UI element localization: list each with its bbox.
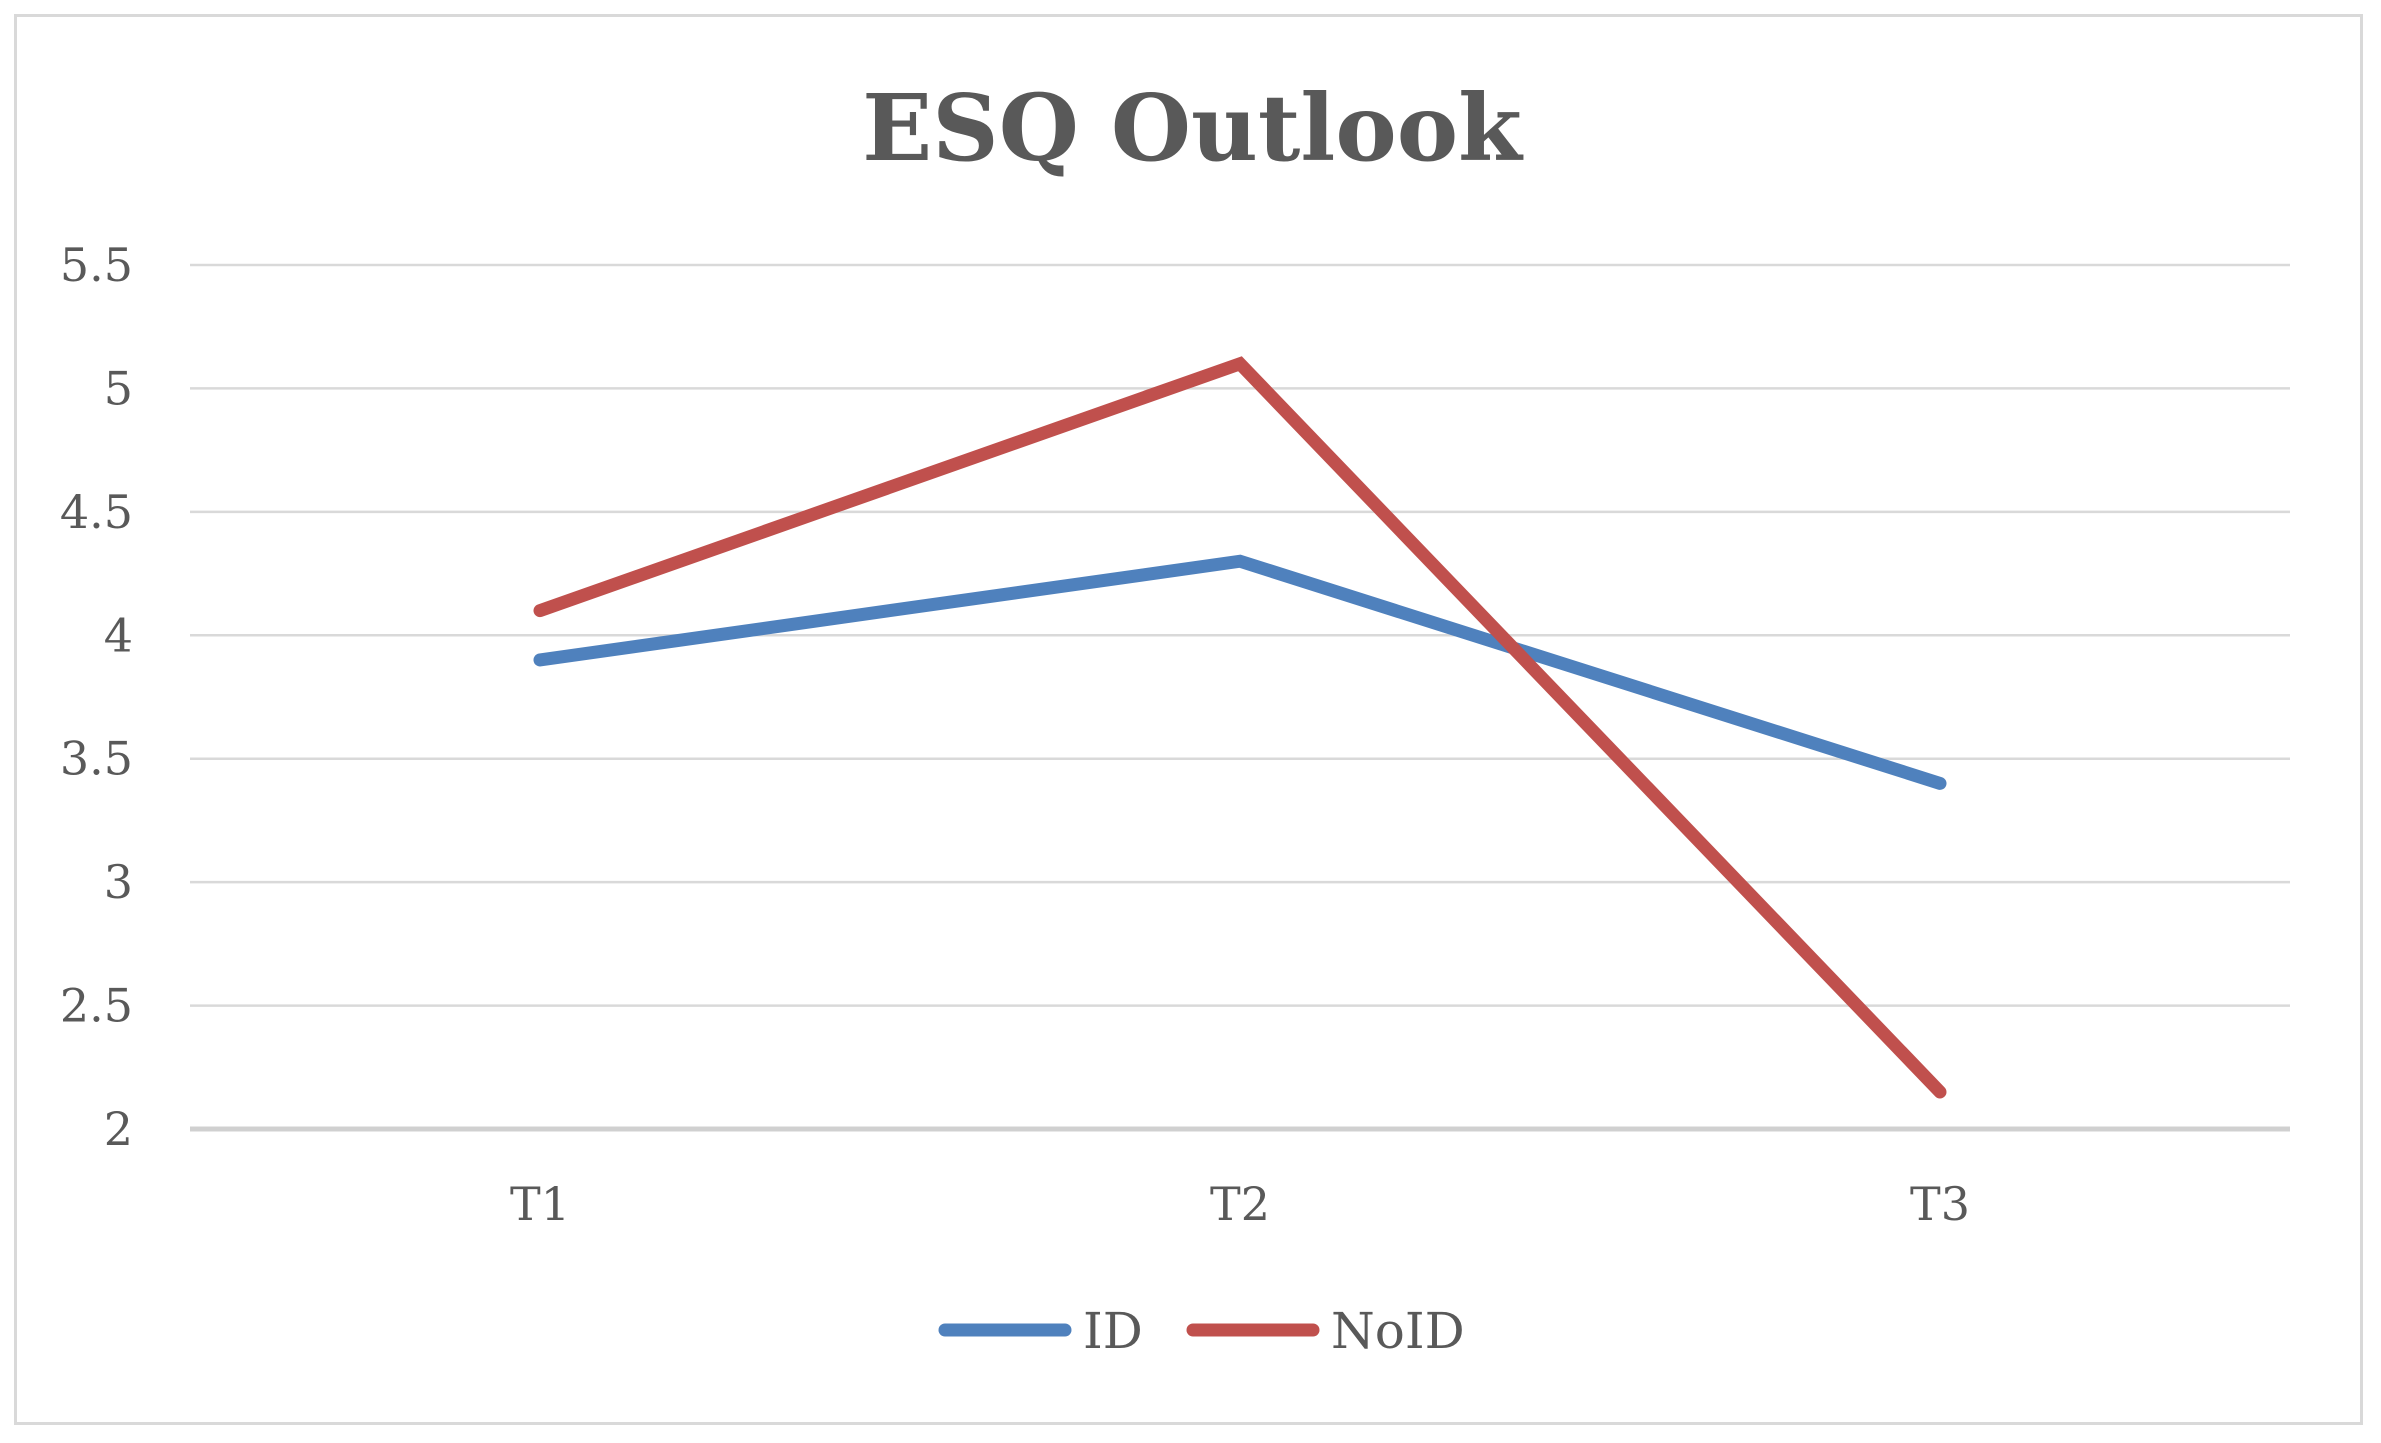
chart-title: ESQ Outlook bbox=[862, 74, 1524, 182]
gridlines bbox=[190, 263, 2290, 1132]
series-line-id bbox=[533, 554, 1947, 790]
y-tick-label: 2.5 bbox=[60, 979, 133, 1033]
x-tick-label: T1 bbox=[510, 1177, 570, 1231]
series-line-noid bbox=[533, 356, 1947, 1099]
y-tick-label: 3.5 bbox=[60, 732, 133, 786]
y-tick-label: 3 bbox=[104, 855, 133, 909]
y-axis-ticks: 5.5 5 4.5 4 3.5 3 2.5 2 bbox=[60, 238, 133, 1156]
x-tick-label: T2 bbox=[1210, 1177, 1270, 1231]
y-tick-label: 4.5 bbox=[60, 485, 133, 539]
legend-label: NoID bbox=[1331, 1302, 1465, 1360]
x-axis-ticks: T1 T2 T3 bbox=[510, 1177, 1970, 1231]
legend: ID NoID bbox=[938, 1302, 1465, 1360]
series-lines bbox=[533, 356, 1947, 1099]
y-tick-label: 5.5 bbox=[60, 238, 133, 292]
x-tick-label: T3 bbox=[1910, 1177, 1970, 1231]
y-tick-label: 4 bbox=[104, 608, 133, 662]
legend-label: ID bbox=[1083, 1302, 1143, 1360]
y-tick-label: 2 bbox=[104, 1102, 133, 1156]
y-tick-label: 5 bbox=[104, 361, 133, 415]
chart-frame bbox=[14, 14, 2363, 1425]
